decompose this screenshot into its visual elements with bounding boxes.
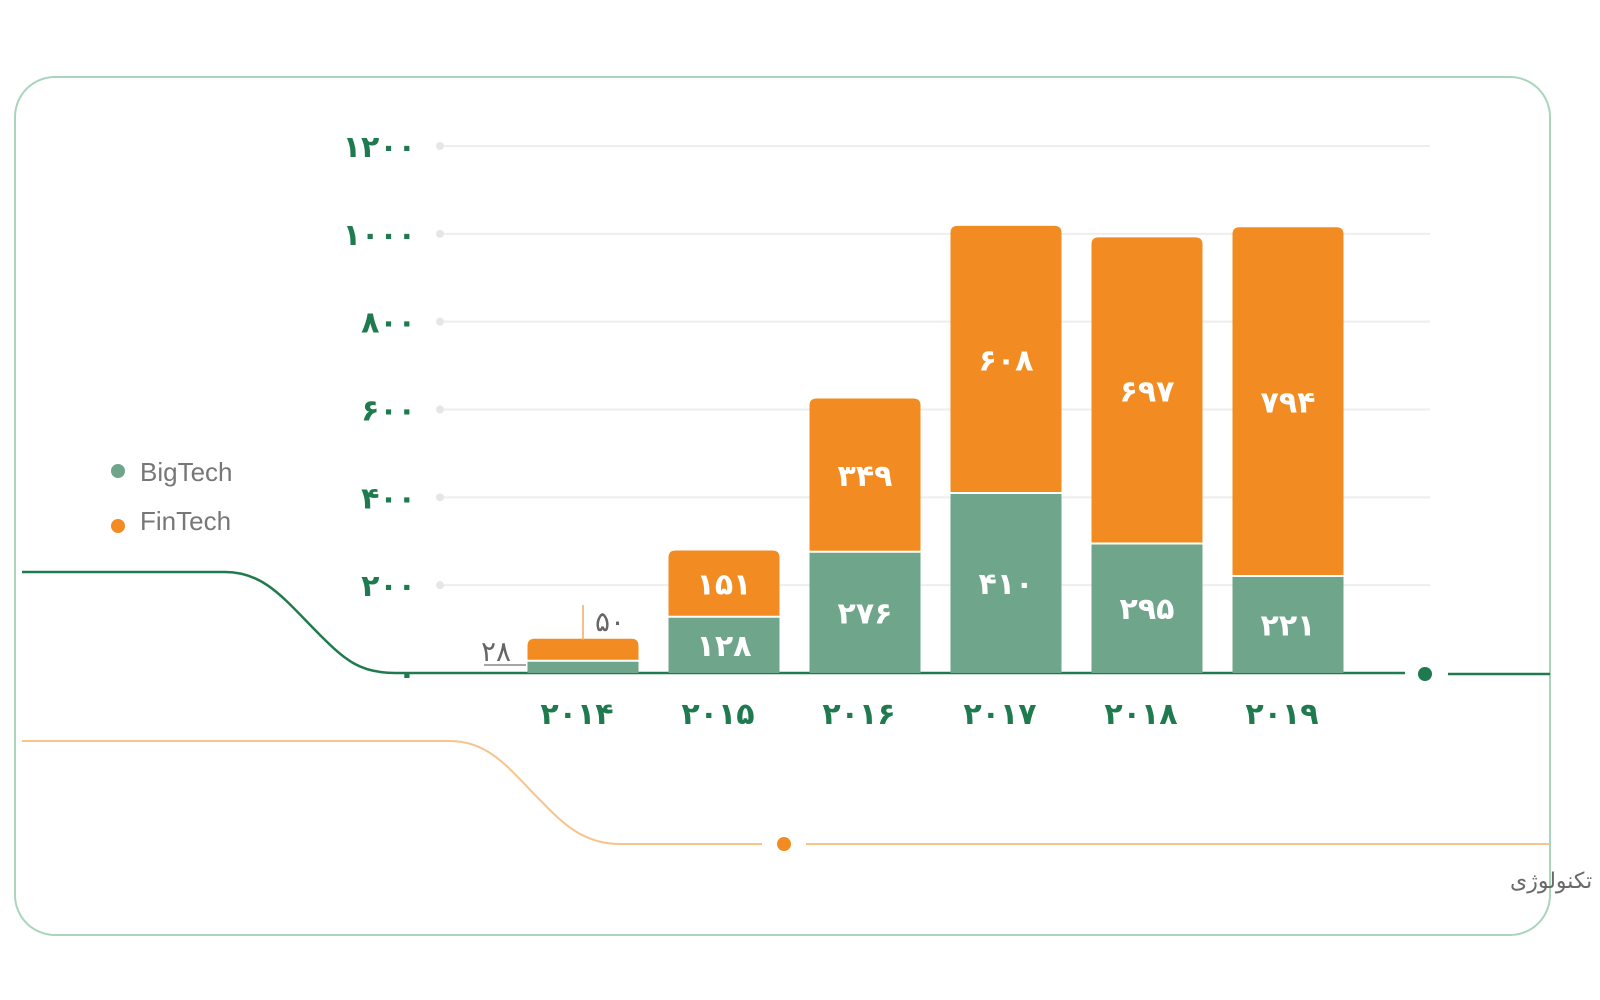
bar-bigtech-3 <box>950 492 1062 673</box>
bar-fintech-3 <box>950 225 1062 493</box>
x-tick-label: ۲۰۱۴ <box>540 697 613 732</box>
bigtech-value-label-1: ۱۲۸ <box>697 629 752 664</box>
gridline-dot <box>436 493 444 502</box>
legend-fintech-label: FinTech <box>140 506 231 536</box>
legend-fintech-marker <box>111 519 125 533</box>
fintech-value-label-4: ۶۹۷ <box>1120 374 1175 409</box>
bigtech-value-label-5: ۲۲۱ <box>1261 608 1316 643</box>
bar-fintech-1 <box>668 550 780 617</box>
y-tick-label: ۲۰۰ <box>361 569 416 604</box>
y-tick-label: ۱۲۰۰ <box>343 130 416 165</box>
fintech-value-label-3: ۶۰۸ <box>979 343 1034 378</box>
bar-fintech-5 <box>1232 227 1344 576</box>
fintech-value-label-5: ۷۹۴ <box>1261 386 1316 421</box>
bigtech-value-label-3: ۴۱۰ <box>979 567 1034 602</box>
gridline-dot <box>436 229 444 238</box>
legend: BigTech FinTech <box>111 457 233 536</box>
axis-flow-line <box>22 570 1405 675</box>
bar-bigtech-1 <box>668 616 780 673</box>
bigtech-value-label-0: ۲۸ <box>481 635 511 668</box>
decoration-layer <box>22 570 1550 851</box>
chart-caption: میزان اعتبار داده‌شده توسط فین‌تک و شرکت… <box>1510 868 1600 894</box>
bars-layer <box>527 225 1344 673</box>
x-tick-label: ۲۰۱۷ <box>963 697 1036 732</box>
gridline-dot <box>436 581 444 590</box>
gridline-dot <box>436 142 444 150</box>
bigtech-value-label-4: ۲۹۵ <box>1120 592 1175 627</box>
bar-fintech-0 <box>527 638 639 661</box>
caption-marker <box>777 837 791 851</box>
y-tick-label: ۱۰۰۰ <box>343 218 416 253</box>
legend-bigtech-label: BigTech <box>140 457 233 487</box>
labels-layer: ۰ ۲۰۰ ۴۰۰ ۶۰۰ ۸۰۰ ۱۰۰۰ ۱۲۰۰ ۲۰۱۴ ۲۸ ۵۰ ۲۰۱۵ ۱۲۸ ۱۵۱ ۲… <box>343 130 1319 732</box>
y-tick-label: ۴۰۰ <box>361 481 416 516</box>
bar-bigtech-2 <box>809 551 921 673</box>
x-tick-label: ۲۰۱۶ <box>822 697 895 732</box>
gridline-dot <box>436 317 444 326</box>
orange-flow-line <box>22 740 762 845</box>
fintech-value-label-1: ۱۵۱ <box>697 568 752 603</box>
y-tick-label: ۰ <box>398 657 416 692</box>
bar-fintech-2 <box>809 398 921 552</box>
y-tick-label: ۶۰۰ <box>361 394 416 429</box>
card-frame <box>14 76 1551 936</box>
bar-bigtech-0 <box>527 660 639 673</box>
fintech-value-label-0: ۵۰ <box>595 605 625 638</box>
x-tick-label: ۲۰۱۹ <box>1245 697 1318 732</box>
gridline-dot <box>436 405 444 414</box>
fintech-value-label-2: ۳۴۹ <box>838 459 893 494</box>
legend-bigtech-marker <box>111 464 125 478</box>
bigtech-value-label-2: ۲۷۶ <box>838 596 893 631</box>
y-tick-label: ۸۰۰ <box>361 306 416 341</box>
x-tick-label: ۲۰۱۸ <box>1104 697 1177 732</box>
bar-fintech-4 <box>1091 237 1203 544</box>
bar-bigtech-5 <box>1232 575 1344 673</box>
bar-bigtech-4 <box>1091 543 1203 673</box>
x-tick-label: ۲۰۱۵ <box>681 697 754 732</box>
axis-end-marker <box>1418 667 1432 681</box>
